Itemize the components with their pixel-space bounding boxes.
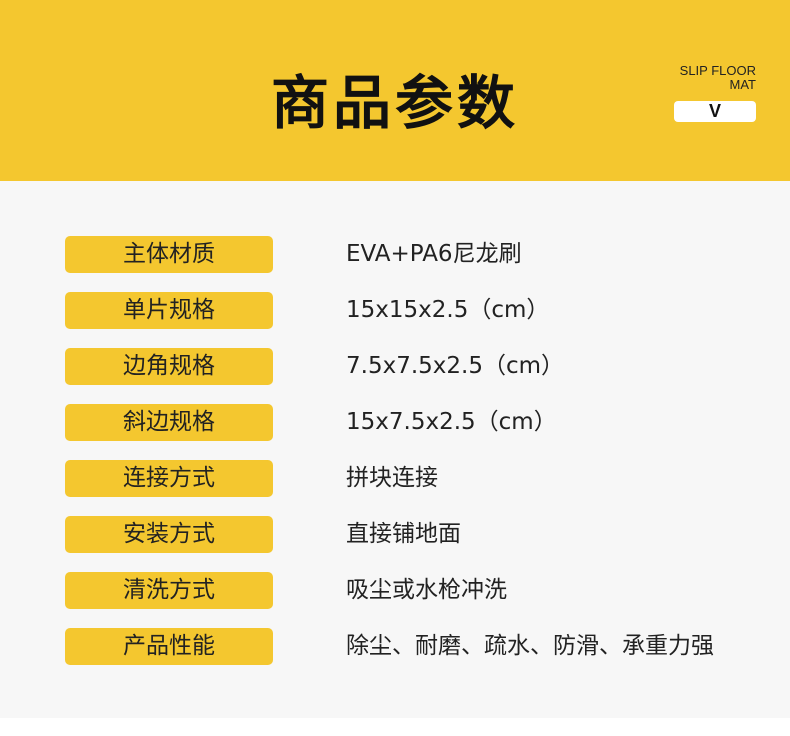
param-row: 清洗方式 吸尘或水枪冲洗 <box>65 572 765 609</box>
param-row: 产品性能 除尘、耐磨、疏水、防滑、承重力强 <box>65 628 765 665</box>
param-label: 主体材质 <box>65 236 273 273</box>
param-value: 吸尘或水枪冲洗 <box>346 577 507 603</box>
param-label: 斜边规格 <box>65 404 273 441</box>
param-value: 除尘、耐磨、疏水、防滑、承重力强 <box>346 633 714 659</box>
param-row: 斜边规格 15x7.5x2.5（cm） <box>65 404 765 441</box>
param-value: EVA+PA6尼龙刷 <box>346 241 522 267</box>
brand-logo-text: SLIP FLOOR MAT <box>680 64 756 92</box>
brand-line1: SLIP FLOOR <box>679 63 756 78</box>
params-panel: 主体材质 EVA+PA6尼龙刷单片规格 15x15x2.5（cm） 边角规格 7.5x7… <box>0 181 790 718</box>
page-title: 商品参数 <box>270 69 519 137</box>
param-value: 拼块连接 <box>346 465 438 491</box>
brand-badge: V <box>674 101 756 122</box>
param-label: 边角规格 <box>65 348 273 385</box>
param-label: 产品性能 <box>65 628 273 665</box>
brand-line2: MAT <box>729 77 756 92</box>
param-row: 边角规格 7.5x7.5x2.5（cm） <box>65 348 765 385</box>
param-value: 15x15x2.5（cm） <box>346 297 550 323</box>
param-value: 15x7.5x2.5（cm） <box>346 409 557 435</box>
param-row: 主体材质 EVA+PA6尼龙刷 <box>65 236 765 273</box>
param-row: 安装方式 直接铺地面 <box>65 516 765 553</box>
param-value: 直接铺地面 <box>346 521 461 547</box>
param-label: 清洗方式 <box>65 572 273 609</box>
param-label: 单片规格 <box>65 292 273 329</box>
param-row: 单片规格 15x15x2.5（cm） <box>65 292 765 329</box>
header-banner: 商品参数 SLIP FLOOR MAT V <box>0 0 790 181</box>
param-label: 安装方式 <box>65 516 273 553</box>
param-value: 7.5x7.5x2.5（cm） <box>346 353 565 379</box>
param-row: 连接方式 拼块连接 <box>65 460 765 497</box>
param-label: 连接方式 <box>65 460 273 497</box>
